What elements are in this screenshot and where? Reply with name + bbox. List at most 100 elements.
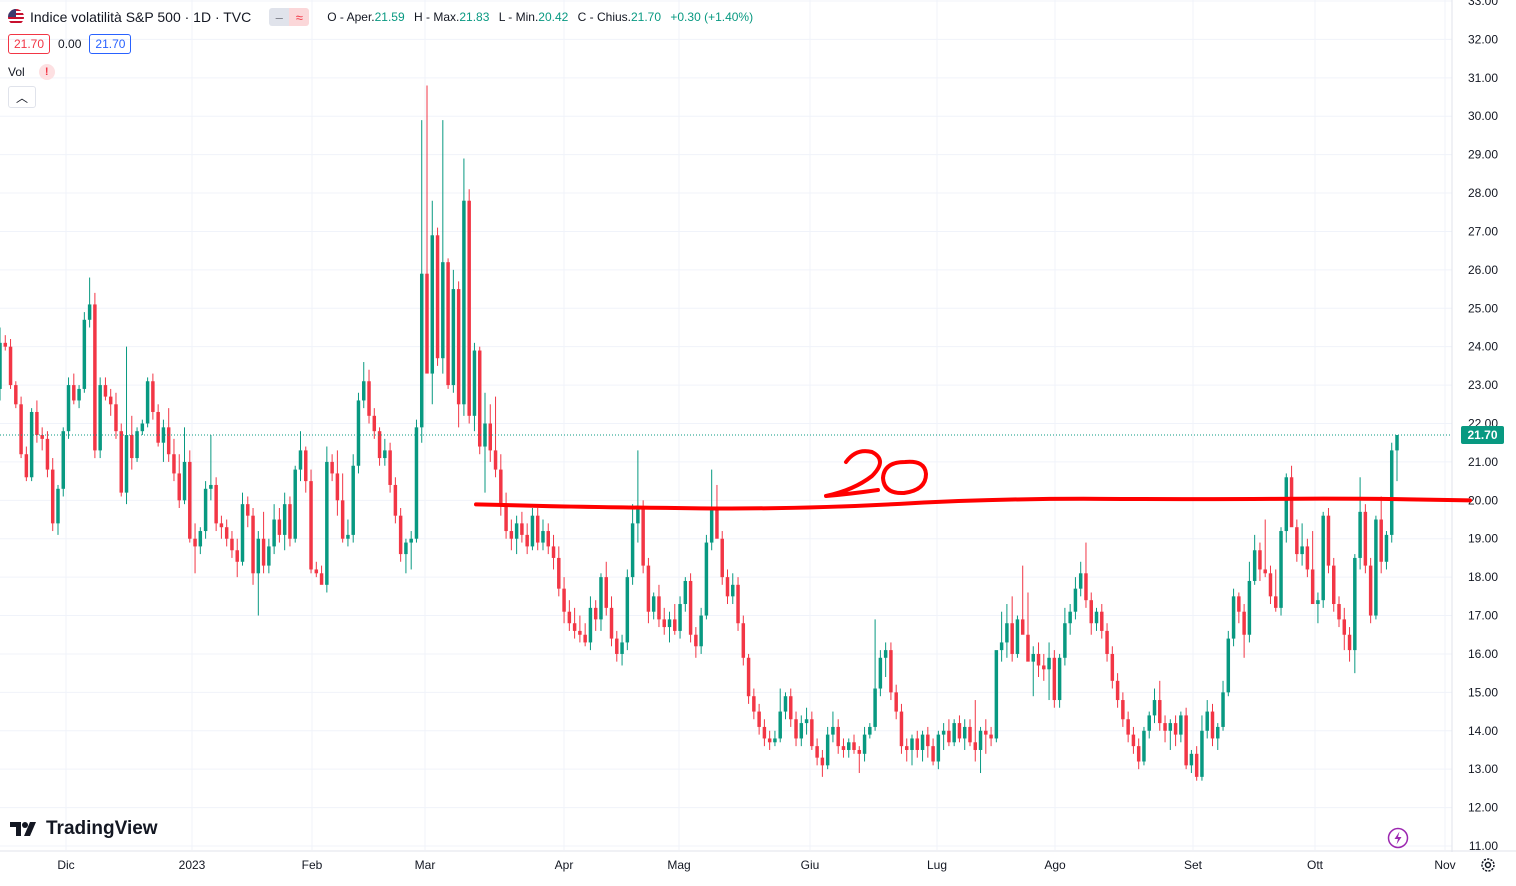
- candle-body: [50, 469, 55, 524]
- candle: [514, 515, 519, 555]
- candle-body: [304, 450, 308, 482]
- candle: [651, 592, 656, 620]
- candle-body: [731, 584, 735, 597]
- candle-body: [19, 404, 23, 455]
- compare-toggle[interactable]: – ≈: [269, 8, 310, 26]
- candle-body: [509, 531, 514, 539]
- candle-body: [1115, 680, 1120, 701]
- last-price-label: 21.70: [1467, 428, 1497, 442]
- candle-body: [451, 289, 456, 386]
- candle-body: [783, 696, 788, 712]
- candle-body: [40, 435, 44, 439]
- candle: [77, 385, 81, 409]
- candle-body: [683, 580, 688, 605]
- candle-body: [1389, 450, 1394, 535]
- candle-body: [799, 723, 804, 739]
- tradingview-logo[interactable]: TradingView: [10, 818, 158, 840]
- sell-price[interactable]: 21.70: [8, 34, 51, 54]
- candle-body: [87, 304, 92, 320]
- symbol-title[interactable]: Indice volatilità S&P 500 · 1D · TVC: [30, 9, 252, 25]
- candle-body: [878, 657, 883, 689]
- candle-body: [472, 350, 477, 416]
- candle-body: [725, 577, 730, 597]
- candle-body: [625, 577, 630, 643]
- candle: [40, 427, 44, 451]
- candle: [1026, 592, 1030, 662]
- candle: [1252, 534, 1257, 585]
- candle: [87, 277, 92, 328]
- y-tick-label: 18.00: [1468, 570, 1498, 584]
- candle-body: [156, 411, 160, 443]
- candle-body: [404, 542, 408, 555]
- candle: [1363, 504, 1368, 574]
- volume-indicator[interactable]: Vol !: [8, 64, 55, 80]
- candle-body: [699, 615, 703, 647]
- candle-body: [915, 738, 920, 750]
- candle: [45, 431, 50, 478]
- candle-body: [1163, 723, 1167, 731]
- candle-body: [346, 534, 350, 539]
- lightning-icon[interactable]: [1387, 827, 1409, 849]
- candle: [214, 477, 218, 532]
- candle: [683, 577, 688, 612]
- candle: [1284, 473, 1289, 543]
- settings-gear-icon[interactable]: [1478, 855, 1498, 875]
- candle-body: [794, 719, 798, 739]
- candle: [1094, 607, 1099, 631]
- wave-icon[interactable]: ≈: [289, 8, 310, 26]
- candle: [1321, 511, 1325, 608]
- candle: [1147, 711, 1151, 739]
- candle: [567, 600, 572, 631]
- candle-body: [151, 381, 155, 412]
- us-flag-icon: [8, 9, 24, 25]
- candle-body: [994, 650, 999, 739]
- candle: [304, 446, 308, 493]
- candle: [572, 607, 577, 639]
- candle-body: [446, 262, 450, 386]
- candle-body: [483, 423, 487, 447]
- candle-body: [1131, 734, 1136, 747]
- candle: [0, 327, 2, 401]
- candle: [1189, 749, 1194, 774]
- warning-icon[interactable]: !: [38, 64, 55, 80]
- candle-body: [894, 692, 898, 712]
- candle: [1237, 592, 1241, 624]
- candle-body: [251, 515, 255, 574]
- candle-body: [736, 584, 740, 624]
- candle: [1279, 527, 1283, 616]
- candle-body: [1047, 657, 1051, 670]
- candle-body: [319, 573, 324, 585]
- candle-body: [230, 538, 234, 551]
- candle-body: [124, 435, 129, 493]
- candle: [56, 484, 60, 535]
- candle: [325, 446, 329, 593]
- candle-body: [978, 730, 983, 750]
- candle-body: [841, 746, 846, 750]
- candle-body: [567, 611, 572, 624]
- candle-body: [957, 723, 962, 739]
- candle: [161, 419, 166, 462]
- candle-body: [1289, 477, 1294, 528]
- candle-body: [377, 431, 382, 459]
- x-tick-label: Nov: [1434, 858, 1455, 872]
- candle-body: [646, 565, 651, 612]
- candle-body: [161, 427, 166, 443]
- candle: [557, 546, 561, 597]
- collapse-legend-button[interactable]: ︿: [8, 86, 36, 108]
- candle: [267, 538, 271, 574]
- candle-body: [56, 488, 60, 524]
- candle: [952, 719, 956, 747]
- candle-body: [1337, 604, 1341, 620]
- candle-body: [773, 738, 777, 743]
- candle: [1200, 715, 1204, 781]
- candle-body: [330, 461, 334, 474]
- candle-body: [467, 200, 471, 416]
- candle-body: [857, 749, 862, 754]
- candle-body: [1010, 623, 1014, 654]
- minus-icon[interactable]: –: [269, 8, 290, 26]
- candle: [899, 703, 904, 754]
- candle: [1358, 477, 1362, 570]
- buy-price[interactable]: 21.70: [89, 34, 132, 54]
- candle-body: [936, 734, 941, 762]
